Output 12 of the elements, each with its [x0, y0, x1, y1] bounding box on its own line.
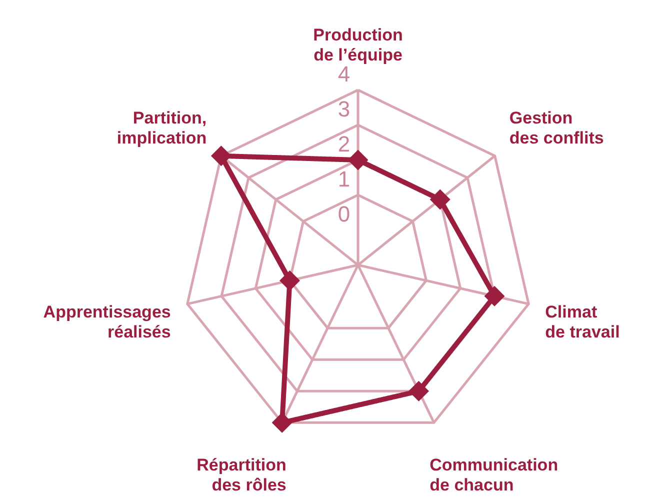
y-tick-label: 4: [338, 62, 350, 86]
y-tick-label: 1: [338, 166, 350, 192]
y-tick-label: 3: [338, 96, 350, 122]
spoke-label: Apprentissages réalisés: [43, 302, 171, 342]
spoke-label: Climat de travail: [545, 302, 620, 342]
spoke-label: Production de l’équipe: [313, 26, 403, 64]
spoke-label: Gestion des conflits: [509, 108, 604, 148]
y-tick-label: 0: [338, 202, 350, 226]
spoke-label: Communication de chacun: [430, 455, 558, 494]
spoke-label: Partition, implication: [116, 108, 207, 148]
spoke-label: Répartition des rôles: [196, 455, 286, 494]
y-tick-label: 2: [338, 132, 350, 156]
